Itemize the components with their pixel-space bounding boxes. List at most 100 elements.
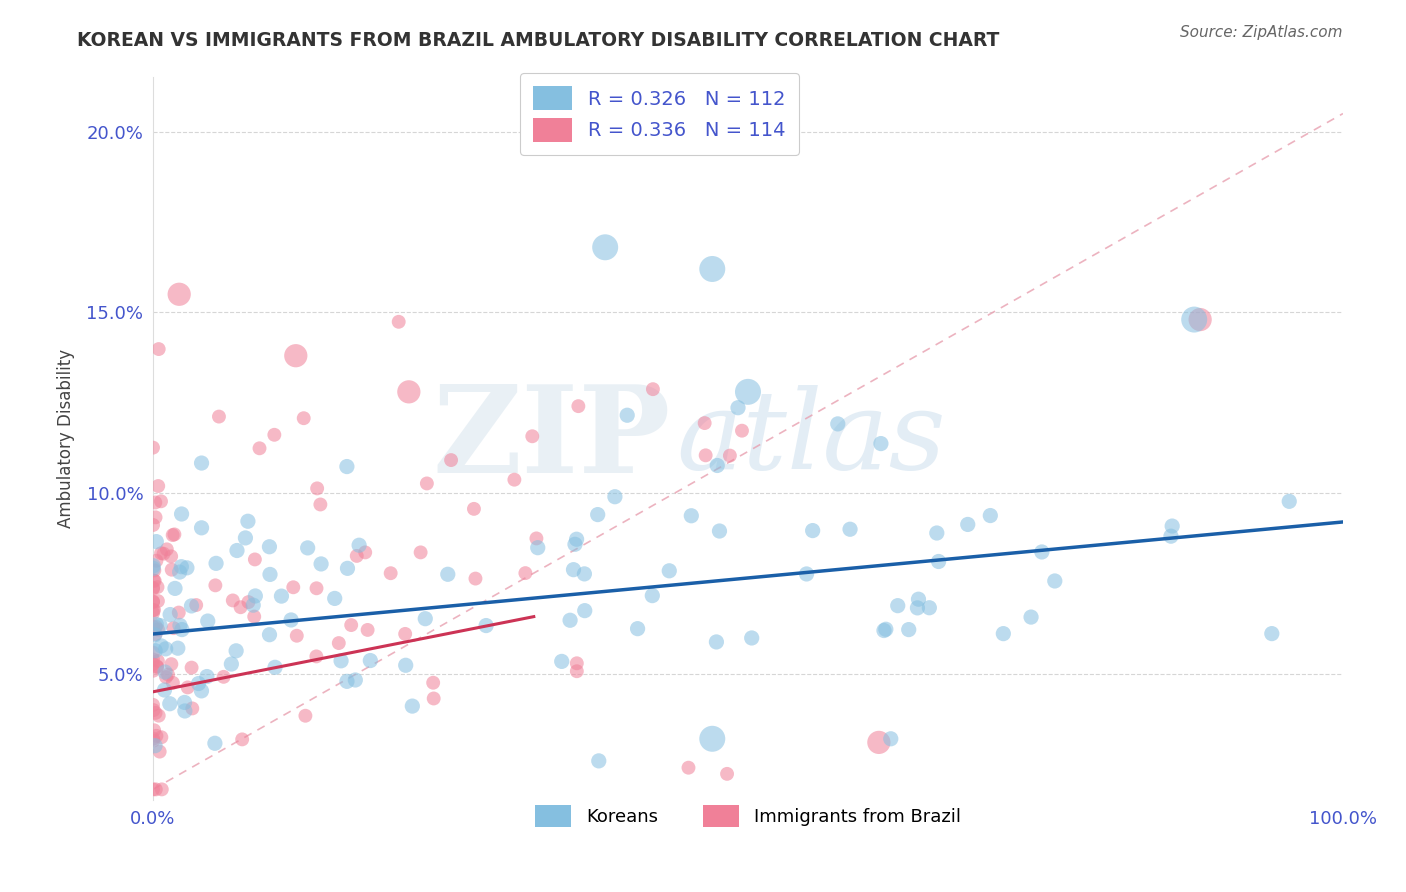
Point: [827, 417, 849, 431]
Point: [626, 622, 648, 636]
Point: [558, 613, 581, 627]
Point: [409, 545, 432, 559]
Point: [149, 618, 172, 632]
Point: [796, 566, 818, 581]
Point: [284, 349, 307, 363]
Point: [394, 627, 416, 641]
Point: [565, 657, 588, 671]
Point: [422, 691, 444, 706]
Point: [907, 592, 929, 607]
Point: [897, 623, 920, 637]
Point: [695, 448, 717, 462]
Point: [839, 522, 862, 536]
Point: [401, 699, 423, 714]
Point: [149, 745, 172, 759]
Point: [586, 508, 609, 522]
Point: [463, 501, 485, 516]
Point: [169, 565, 191, 579]
Point: [243, 609, 266, 624]
Point: [190, 521, 212, 535]
Point: [503, 473, 526, 487]
Point: [693, 416, 716, 430]
Point: [150, 639, 173, 653]
Point: [475, 618, 498, 632]
Point: [145, 510, 167, 524]
Point: [280, 613, 302, 627]
Point: [142, 620, 165, 634]
Point: [173, 704, 195, 718]
Point: [1043, 574, 1066, 588]
Point: [142, 561, 165, 575]
Text: ZIP: ZIP: [433, 380, 671, 498]
Point: [146, 659, 169, 673]
Point: [145, 627, 167, 641]
Point: [380, 566, 402, 581]
Point: [152, 547, 174, 561]
Point: [176, 681, 198, 695]
Point: [142, 703, 165, 717]
Point: [305, 649, 328, 664]
Point: [603, 490, 626, 504]
Point: [702, 731, 724, 746]
Point: [181, 701, 204, 715]
Point: [153, 683, 176, 698]
Point: [145, 729, 167, 743]
Point: [150, 782, 173, 797]
Point: [156, 542, 179, 557]
Point: [264, 660, 287, 674]
Text: atlas: atlas: [676, 385, 946, 492]
Point: [142, 574, 165, 588]
Point: [148, 479, 170, 493]
Point: [170, 559, 193, 574]
Point: [142, 731, 165, 746]
Point: [167, 606, 190, 620]
Point: [918, 600, 941, 615]
Point: [197, 614, 219, 628]
Y-axis label: Ambulatory Disability: Ambulatory Disability: [58, 350, 75, 528]
Point: [567, 399, 589, 413]
Point: [142, 733, 165, 747]
Point: [979, 508, 1001, 523]
Point: [142, 698, 165, 712]
Point: [526, 532, 548, 546]
Point: [162, 621, 184, 635]
Point: [148, 708, 170, 723]
Point: [925, 526, 948, 541]
Point: [574, 566, 596, 581]
Point: [564, 537, 586, 551]
Point: [641, 589, 664, 603]
Point: [142, 594, 165, 608]
Point: [163, 582, 186, 596]
Point: [150, 731, 173, 745]
Point: [145, 617, 167, 632]
Point: [238, 595, 260, 609]
Point: [562, 563, 585, 577]
Point: [388, 315, 411, 329]
Point: [868, 735, 890, 749]
Point: [1278, 494, 1301, 508]
Point: [616, 409, 638, 423]
Point: [142, 518, 165, 533]
Point: [907, 600, 929, 615]
Point: [440, 453, 463, 467]
Point: [737, 384, 759, 399]
Point: [593, 240, 616, 254]
Point: [259, 567, 281, 582]
Point: [143, 563, 166, 577]
Point: [1019, 610, 1042, 624]
Point: [142, 782, 165, 797]
Point: [270, 589, 292, 603]
Point: [1031, 545, 1053, 559]
Point: [870, 436, 893, 450]
Point: [641, 382, 664, 396]
Point: [565, 533, 588, 547]
Point: [146, 594, 169, 608]
Point: [681, 508, 703, 523]
Point: [159, 607, 181, 622]
Point: [142, 581, 165, 595]
Point: [464, 572, 486, 586]
Point: [143, 644, 166, 658]
Point: [245, 589, 267, 603]
Point: [163, 527, 186, 541]
Point: [221, 657, 243, 671]
